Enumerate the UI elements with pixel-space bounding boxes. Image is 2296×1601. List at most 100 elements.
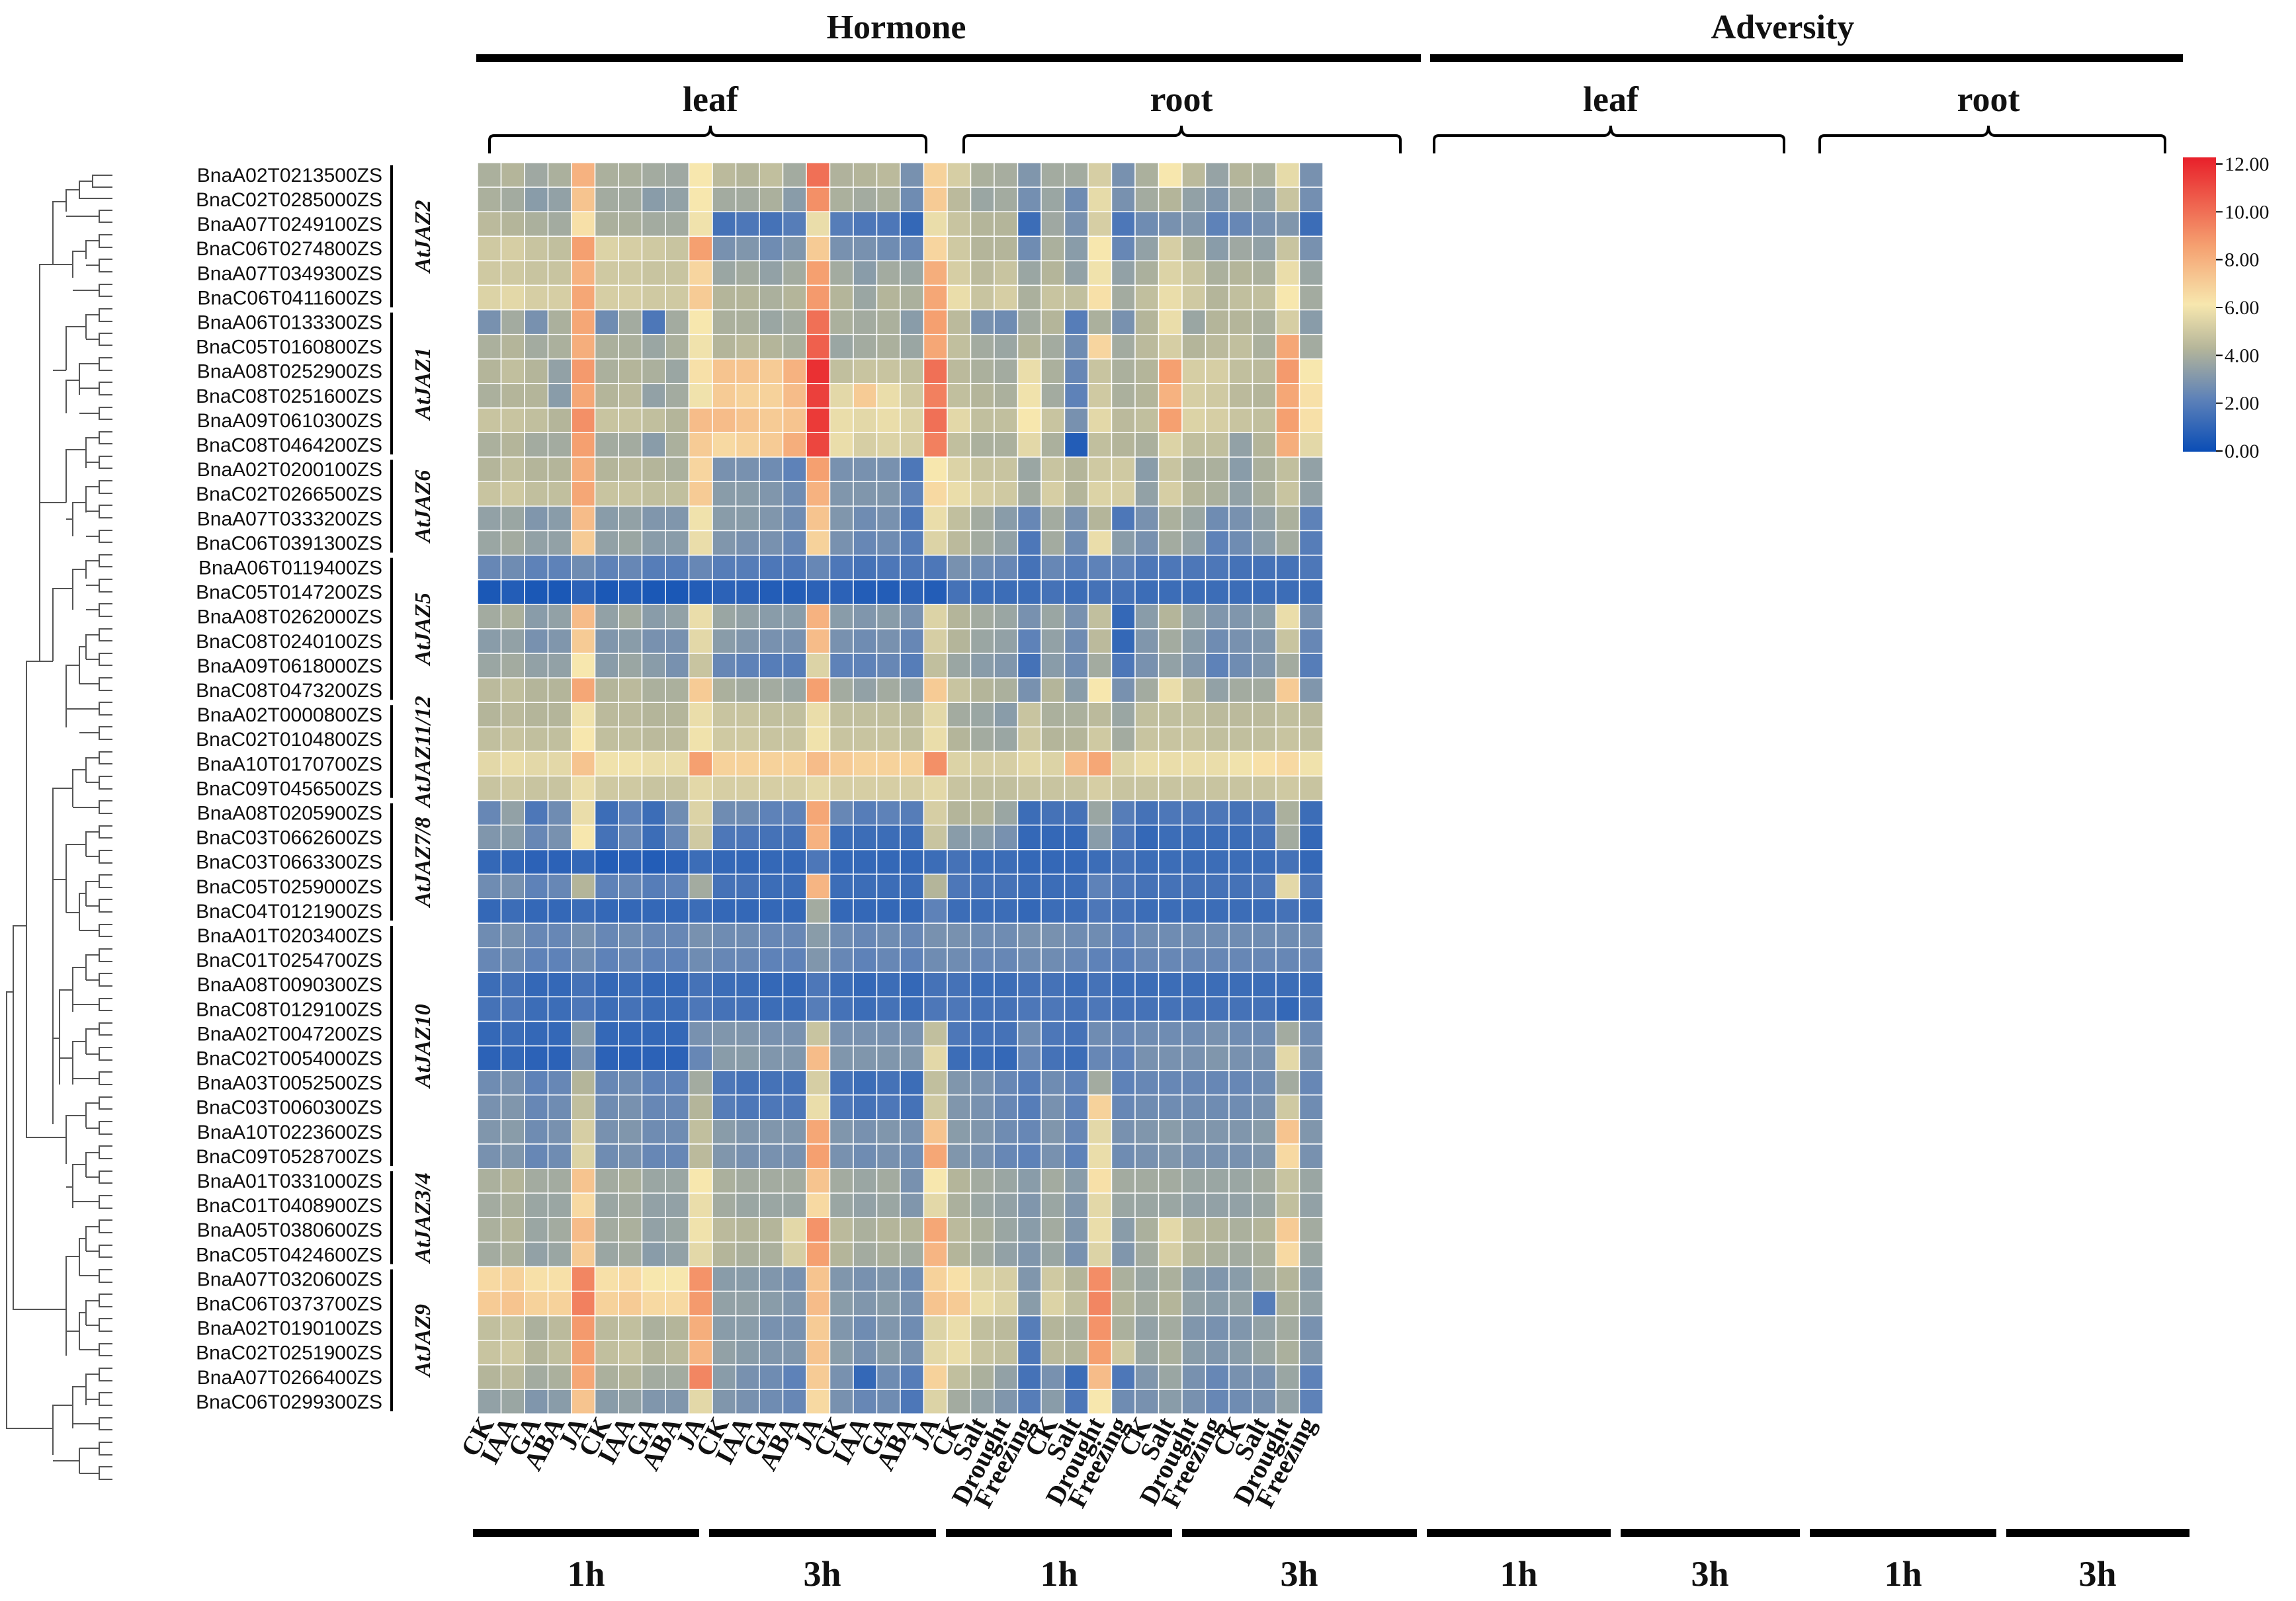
heatmap-cell	[712, 775, 737, 801]
heatmap-cell	[1275, 309, 1300, 335]
heatmap-cell	[500, 824, 525, 850]
heatmap-cell	[994, 1217, 1019, 1243]
heatmap-cell	[500, 923, 525, 948]
heatmap-cell	[1228, 1315, 1254, 1341]
heatmap-cell	[876, 1020, 901, 1047]
heatmap-cell	[876, 996, 901, 1022]
heatmap-cell	[1275, 947, 1300, 973]
heatmap-cell	[641, 383, 666, 409]
heatmap-cell	[1275, 481, 1300, 507]
heatmap-cell	[876, 1045, 901, 1071]
heatmap-cell	[1158, 579, 1183, 605]
heatmap-cell	[594, 186, 619, 212]
heatmap-cell	[641, 751, 666, 777]
heatmap-cell	[947, 432, 972, 458]
heatmap-cell	[688, 235, 713, 262]
heatmap-cell	[829, 554, 854, 581]
heatmap-cell	[735, 235, 760, 262]
heatmap-cell	[1158, 407, 1183, 433]
heatmap-cell	[1298, 1069, 1324, 1096]
heatmap-cell	[1298, 898, 1324, 924]
heatmap-cell	[1041, 775, 1066, 801]
row-label: BnaC03T0662600ZS	[196, 827, 382, 849]
heatmap-cell	[1111, 186, 1136, 212]
heatmap-cell	[1158, 628, 1183, 654]
heatmap-cell	[1205, 1119, 1230, 1145]
heatmap-cell	[1205, 628, 1230, 654]
heatmap-cell	[641, 162, 666, 188]
heatmap-cell	[1205, 211, 1230, 237]
heatmap-cell	[688, 530, 713, 556]
heatmap-cell	[1298, 456, 1324, 483]
heatmap-cell	[594, 1290, 619, 1317]
heatmap-cell	[712, 1217, 737, 1243]
heatmap-cell	[994, 800, 1019, 826]
heatmap-cell	[970, 1266, 995, 1292]
heatmap-cell	[806, 358, 831, 384]
heatmap-cell	[641, 1364, 666, 1390]
heatmap-cell	[876, 333, 901, 360]
heatmap-cell	[618, 1241, 643, 1268]
heatmap-cell	[1205, 579, 1230, 605]
heatmap-cell	[1087, 996, 1113, 1022]
heatmap-cell	[1041, 579, 1066, 605]
heatmap-cell	[1064, 726, 1089, 753]
heatmap-cell	[1087, 874, 1113, 899]
heatmap-cell	[1228, 260, 1254, 286]
heatmap-cell	[1111, 505, 1136, 532]
heatmap-cell	[853, 898, 878, 924]
heatmap-cell	[665, 1217, 690, 1243]
heatmap-cell	[994, 1119, 1019, 1145]
heatmap-cell	[571, 800, 596, 826]
heatmap-cell	[665, 1241, 690, 1268]
heatmap-cell	[1228, 849, 1254, 875]
heatmap-cell	[1158, 653, 1183, 678]
heatmap-cell	[688, 186, 713, 212]
heatmap-cell	[1252, 407, 1277, 433]
row-label: BnaA10T0170700ZS	[197, 753, 382, 775]
heatmap-cell	[1181, 579, 1207, 605]
heatmap-cell	[759, 923, 784, 948]
heatmap-cell	[1252, 628, 1277, 654]
heatmap-cell	[1228, 186, 1254, 212]
heatmap-cell	[1181, 800, 1207, 826]
heatmap-cell	[618, 211, 643, 237]
heatmap-cell	[571, 1340, 596, 1366]
heatmap-cell	[477, 1119, 502, 1145]
row-label: BnaC06T0411600ZS	[197, 287, 382, 309]
group-label: AtJAZ2	[411, 200, 435, 274]
heatmap-cell	[547, 333, 572, 360]
heatmap-cell	[1228, 554, 1254, 581]
heatmap-cell	[1111, 898, 1136, 924]
heatmap-cell	[853, 1389, 878, 1415]
tissue-label-hormone-leaf: leaf	[683, 79, 739, 119]
heatmap-cell	[1181, 284, 1207, 311]
heatmap-cell	[806, 211, 831, 237]
heatmap-cell	[1158, 432, 1183, 458]
heatmap-cell	[1134, 162, 1160, 188]
heatmap-cell	[1275, 1045, 1300, 1071]
heatmap-cell	[759, 1315, 784, 1341]
heatmap-cell	[665, 383, 690, 409]
heatmap-cell	[1017, 579, 1042, 605]
heatmap-cell	[1252, 505, 1277, 532]
heatmap-cell	[1064, 996, 1089, 1022]
heatmap-cell	[759, 579, 784, 605]
heatmap-cell	[994, 1266, 1019, 1292]
heatmap-cell	[641, 996, 666, 1022]
heatmap-cell	[876, 849, 901, 875]
heatmap-cell	[1275, 333, 1300, 360]
heatmap-cell	[782, 1340, 807, 1366]
heatmap-cell	[1228, 235, 1254, 262]
heatmap-cell	[970, 407, 995, 433]
heatmap-cell	[1111, 1315, 1136, 1341]
row-label: BnaA07T0266400ZS	[197, 1367, 382, 1389]
heatmap-cell	[806, 1168, 831, 1194]
heatmap-cell	[477, 898, 502, 924]
heatmap-cell	[1111, 1340, 1136, 1366]
heatmap-cell	[923, 1217, 948, 1243]
heatmap-cell	[782, 677, 807, 703]
heatmap-cell	[994, 775, 1019, 801]
heatmap-cell	[947, 653, 972, 678]
heatmap-cell	[923, 358, 948, 384]
